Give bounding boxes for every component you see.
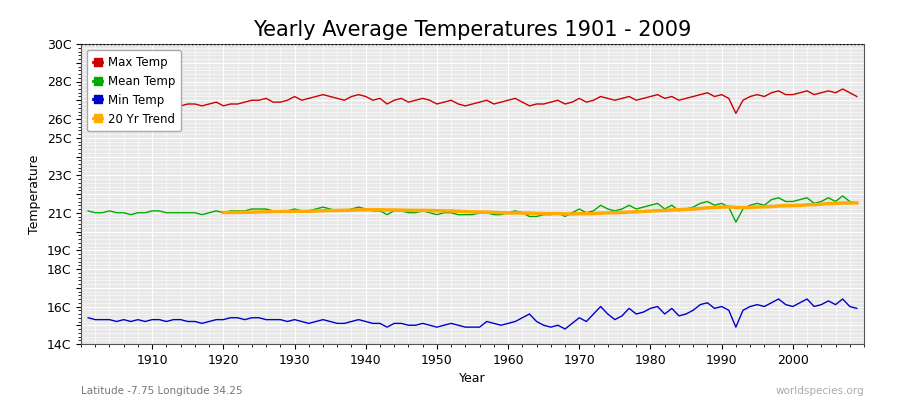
Title: Yearly Average Temperatures 1901 - 2009: Yearly Average Temperatures 1901 - 2009: [253, 20, 692, 40]
X-axis label: Year: Year: [459, 372, 486, 385]
Y-axis label: Temperature: Temperature: [28, 154, 41, 234]
Text: worldspecies.org: worldspecies.org: [776, 386, 864, 396]
Legend: Max Temp, Mean Temp, Min Temp, 20 Yr Trend: Max Temp, Mean Temp, Min Temp, 20 Yr Tre…: [87, 50, 182, 132]
Text: Latitude -7.75 Longitude 34.25: Latitude -7.75 Longitude 34.25: [81, 386, 243, 396]
